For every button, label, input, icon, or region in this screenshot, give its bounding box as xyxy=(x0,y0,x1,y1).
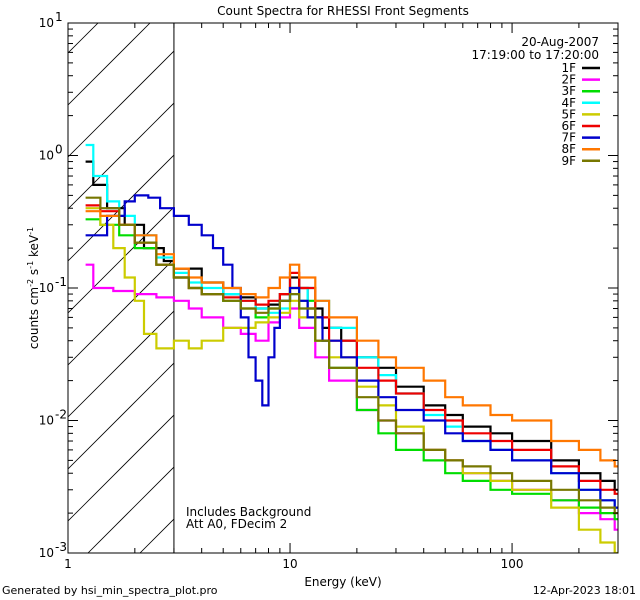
hatch-line xyxy=(68,23,151,106)
series-7F xyxy=(85,194,618,509)
x-tick-label: 100 xyxy=(501,557,524,571)
hatch-line xyxy=(68,23,99,54)
y-tick-exponent: -3 xyxy=(55,540,67,554)
axis-ticks xyxy=(67,22,619,554)
y-axis-label-part: s xyxy=(27,269,41,279)
hatch-line xyxy=(139,518,174,553)
legend-label-4F: 4F xyxy=(561,96,576,110)
footer-generated-by: Generated by hsi_min_spectra_plot.pro xyxy=(2,584,218,597)
legend-label-3F: 3F xyxy=(561,84,576,98)
hatch-line xyxy=(68,362,174,470)
x-tick-label: 1 xyxy=(64,557,72,571)
series-4F xyxy=(85,143,618,509)
chart-title: Count Spectra for RHESSI Front Segments xyxy=(217,4,469,18)
y-tick-base: 10 xyxy=(39,149,54,163)
y-tick-label: 10 xyxy=(39,414,54,428)
y-tick-label: 10 xyxy=(39,149,54,163)
y-tick-exponent: 0 xyxy=(55,143,63,157)
y-tick-label: 10 xyxy=(39,546,54,560)
plot-frame xyxy=(67,22,619,554)
legend-label-9F: 9F xyxy=(561,154,576,168)
y-tick-base: 10 xyxy=(39,414,54,428)
annotation-attenuator: Att A0, FDecim 2 xyxy=(186,517,287,531)
y-tick-base: 10 xyxy=(39,281,54,295)
annotation-background: Includes Background xyxy=(186,505,311,519)
y-tick-exponent: -1 xyxy=(55,275,67,289)
y-axis-label-exp: -1 xyxy=(26,227,35,235)
y-axis-label-exp: -1 xyxy=(26,261,35,269)
hatch-line xyxy=(68,206,174,314)
legend-label-1F: 1F xyxy=(561,61,576,75)
hatch-line xyxy=(68,310,174,418)
footer-timestamp: 12-Apr-2023 18:01 xyxy=(532,584,636,597)
time-range-label: 17:19:00 to 17:20:00 xyxy=(472,48,599,62)
legend-label-7F: 7F xyxy=(561,131,576,145)
y-tick-base: 10 xyxy=(39,16,54,30)
hatch-line xyxy=(68,414,174,522)
y-axis-label-exp: -2 xyxy=(26,279,35,287)
series-layer xyxy=(85,143,618,553)
legend-label-6F: 6F xyxy=(561,119,576,133)
series-8F xyxy=(85,210,618,468)
shaded-region xyxy=(68,23,174,553)
legend-label-2F: 2F xyxy=(561,73,576,87)
y-axis-label-part: keV xyxy=(27,234,41,261)
y-tick-exponent: 1 xyxy=(55,10,63,24)
series-9F xyxy=(85,196,618,515)
legend-label-5F: 5F xyxy=(561,107,576,121)
y-tick-label: 10 xyxy=(39,16,54,30)
hatch-line xyxy=(68,102,174,210)
x-tick-label: 10 xyxy=(282,557,297,571)
y-tick-exponent: -2 xyxy=(55,408,67,422)
y-tick-label: 10 xyxy=(39,281,54,295)
hatch-line xyxy=(68,258,174,366)
hatch-line xyxy=(68,50,174,158)
date-label: 20-Aug-2007 xyxy=(521,35,599,49)
legend-label-8F: 8F xyxy=(561,142,576,156)
series-1F xyxy=(85,160,618,491)
y-axis-label: counts cm-2 s-1 keV-1 xyxy=(26,227,41,349)
y-tick-base: 10 xyxy=(39,546,54,560)
hatch-line xyxy=(87,466,174,553)
y-axis-label-part: counts cm xyxy=(27,287,41,349)
x-axis-label: Energy (keV) xyxy=(304,575,381,589)
series-6F xyxy=(85,204,618,495)
